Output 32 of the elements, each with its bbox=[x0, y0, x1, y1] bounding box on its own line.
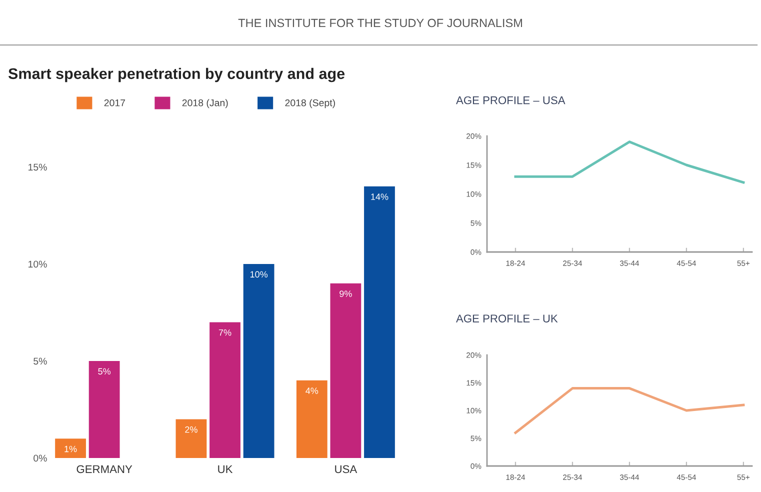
data-label: 1% bbox=[64, 446, 77, 452]
data-label: 14% bbox=[371, 194, 388, 200]
y-tick-label: 5% bbox=[34, 358, 47, 365]
bar bbox=[296, 380, 328, 458]
bar bbox=[210, 322, 240, 458]
y-tick-label: 15% bbox=[28, 164, 47, 171]
line-series bbox=[514, 140, 745, 184]
bar bbox=[364, 186, 395, 458]
x-tick-label: USA bbox=[335, 465, 358, 474]
line-series bbox=[514, 387, 745, 434]
bar bbox=[176, 419, 207, 458]
data-label: 4% bbox=[306, 388, 318, 394]
bar bbox=[55, 438, 86, 458]
data-label: 5% bbox=[98, 368, 111, 375]
chart-title: AGE PROFILE – USA bbox=[456, 96, 566, 104]
data-label: 9% bbox=[340, 290, 352, 297]
bar bbox=[330, 283, 362, 458]
legend-label: 2018 (Jan) bbox=[182, 99, 228, 108]
y-tick-label: 10% bbox=[28, 260, 47, 268]
data-label: 7% bbox=[218, 329, 232, 336]
bar bbox=[243, 264, 274, 458]
x-tick-label: GERMANY bbox=[76, 465, 132, 474]
text: THE INSTITUTE FOR THE STUDY OF JOURNALISM bbox=[238, 18, 522, 28]
legend-label: 2017 bbox=[104, 99, 126, 106]
chart-title: Smart speaker penetration by country and age bbox=[8, 68, 345, 82]
y-tick-label: 0% bbox=[34, 454, 47, 462]
data-label: 2% bbox=[185, 426, 198, 433]
x-tick-label: UK bbox=[218, 465, 233, 474]
bar bbox=[88, 361, 120, 458]
data-label: 10% bbox=[250, 271, 268, 278]
legend-label: 2018 (Sept) bbox=[285, 99, 335, 108]
chart-title: AGE PROFILE – UK bbox=[456, 314, 558, 322]
